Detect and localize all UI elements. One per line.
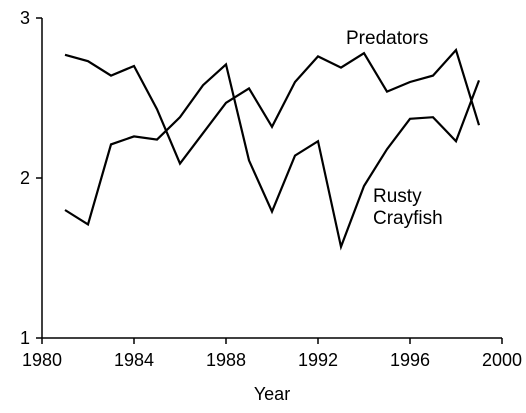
y-tick-label: 1 <box>20 328 30 348</box>
series-label: Rusty Crayfish <box>373 186 443 229</box>
y-tick-label: 2 <box>20 168 30 188</box>
series-label: Predators <box>346 28 429 49</box>
x-axis-label: Year <box>254 384 290 404</box>
y-tick-label: 3 <box>20 8 30 28</box>
line-series <box>64 47 481 166</box>
x-tick-label: 1980 <box>22 350 62 370</box>
line-series <box>64 62 481 251</box>
x-tick-label: 1988 <box>206 350 246 370</box>
x-tick-label: 2000 <box>482 350 522 370</box>
x-tick-label: 1984 <box>114 350 154 370</box>
x-tick-label: 1996 <box>390 350 430 370</box>
x-tick-label: 1992 <box>298 350 338 370</box>
